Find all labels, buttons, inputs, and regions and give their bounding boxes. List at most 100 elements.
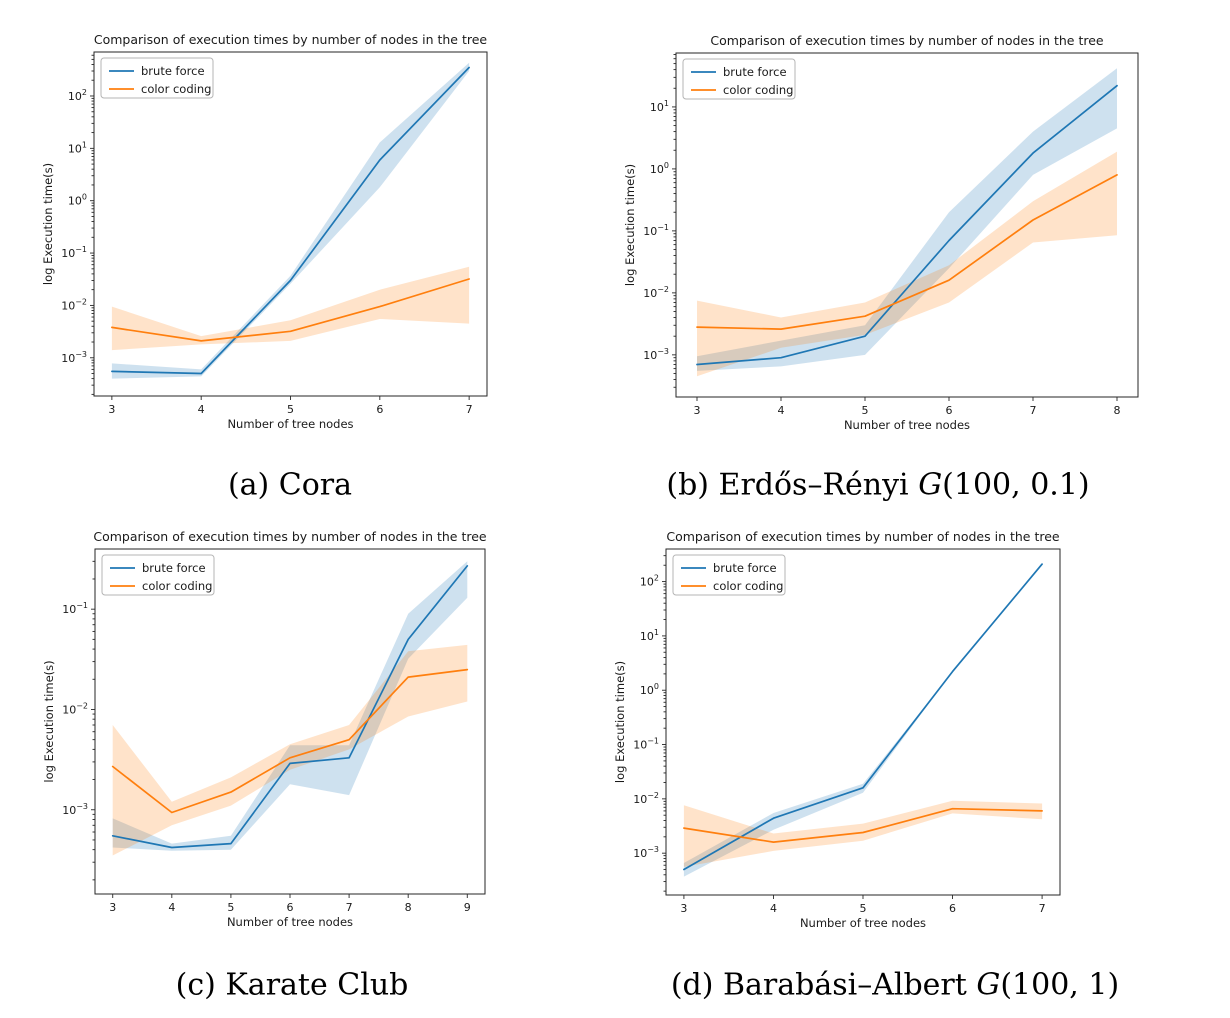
caption-text: (a) Cora (227, 467, 353, 503)
legend: brute force color coding (100, 57, 214, 99)
y-tick-label: 101 (640, 628, 659, 643)
x-axis-label: Number of tree nodes (800, 916, 926, 930)
legend-box (101, 554, 215, 596)
y-tick-label: 100 (68, 193, 87, 208)
chart-title: Comparison of execution times by number … (666, 529, 1060, 544)
x-tick-label: 3 (694, 404, 701, 417)
y-tick-label: 10−1 (643, 223, 669, 238)
y-tick-label: 10−1 (61, 245, 87, 260)
x-tick-label: 7 (466, 403, 473, 416)
legend-box (672, 554, 786, 596)
x-tick-label: 7 (346, 901, 353, 914)
caption-text: (100, 0.1) (942, 467, 1090, 503)
legend-label: brute force (141, 64, 205, 78)
y-tick-label: 100 (650, 161, 669, 176)
legend-label: color coding (723, 83, 793, 97)
x-tick-label: 5 (227, 901, 234, 914)
series-line-brute-force (111, 66, 470, 375)
y-tick-label: 101 (650, 99, 669, 114)
series-line-color-coding (683, 807, 1043, 843)
y-tick-label: 10−2 (61, 297, 87, 312)
y-tick-label: 100 (640, 682, 659, 697)
x-axis-ticks (683, 895, 1043, 899)
x-axis-ticks (696, 397, 1118, 401)
y-axis-ticks (662, 555, 666, 892)
y-tick-label: 10−3 (643, 347, 669, 362)
subfigure-barabasi-albert: 10−3 10−2 10−1 100 101 102 3 4 5 6 7 Comparison of … (615, 520, 1230, 1018)
series-band-color-coding (683, 800, 1043, 867)
legend-label: brute force (142, 561, 206, 575)
x-tick-label: 4 (168, 901, 175, 914)
y-tick-label: 10−2 (62, 701, 88, 716)
x-tick-label: 8 (405, 901, 412, 914)
legend-label: brute force (713, 561, 777, 575)
x-axis-label: Number of tree nodes (227, 915, 353, 929)
chart-title: Comparison of execution times by number … (710, 33, 1104, 48)
subfigure-cora: 10−3 10−2 10−1 100 101 102 3 4 5 6 7 Comparison of … (0, 0, 615, 520)
legend: brute force color coding (682, 58, 796, 100)
x-axis-ticks (112, 894, 468, 898)
x-tick-label: 8 (1114, 404, 1121, 417)
y-axis-ticks (91, 560, 95, 881)
caption-karate-club: (c) Karate Club (176, 968, 409, 1003)
axes-spines (675, 52, 1139, 398)
y-axis-label: log Execution time(s) (615, 661, 627, 783)
x-axis-label: Number of tree nodes (227, 417, 353, 431)
series-band-brute-force (683, 564, 1043, 877)
x-tick-label: 3 (109, 901, 116, 914)
x-tick-label: 5 (860, 902, 867, 915)
caption-text: (d) Barabási–Albert (670, 967, 977, 1003)
x-tick-label: 6 (376, 403, 383, 416)
caption-text: (c) Karate Club (175, 967, 409, 1003)
caption-text: (100, 1) (1000, 967, 1120, 1003)
y-tick-label: 102 (640, 574, 659, 589)
series-line-color-coding (696, 174, 1118, 330)
legend-label: brute force (723, 65, 787, 79)
x-tick-label: 7 (1039, 902, 1046, 915)
y-axis-label: log Execution time(s) (623, 164, 637, 286)
x-tick-label: 4 (198, 403, 205, 416)
subfigure-erdos-renyi: 10−3 10−2 10−1 100 101 3 4 5 6 7 8 Comparison of ex… (615, 0, 1230, 520)
y-tick-label: 101 (68, 140, 87, 155)
x-tick-label: 6 (949, 902, 956, 915)
series-line-brute-force (111, 565, 469, 849)
x-tick-label: 5 (862, 404, 869, 417)
x-axis-label: Number of tree nodes (844, 418, 970, 432)
legend-label: color coding (142, 579, 212, 593)
caption-text: G (976, 967, 1001, 1003)
y-tick-label: 10−3 (62, 802, 88, 817)
caption-cora: (a) Cora (228, 468, 352, 503)
caption-barabasi-albert: (d) Barabási–Albert G(100, 1) (671, 968, 1119, 1003)
series-band-color-coding (697, 151, 1117, 377)
y-axis-ticks (90, 54, 94, 395)
series-band-color-coding (111, 266, 470, 351)
legend-box (100, 57, 214, 99)
chart-karate-club: 10−3 10−2 10−1 3 4 5 6 7 8 9 Comparison of executi… (42, 529, 487, 929)
legend-label: color coding (141, 82, 211, 96)
caption-text: (b) Erdős–Rényi (666, 467, 919, 503)
legend: brute force color coding (672, 554, 786, 596)
y-axis-label: log Execution time(s) (42, 660, 56, 782)
caption-text: G (918, 467, 943, 503)
x-tick-label: 5 (287, 403, 294, 416)
x-tick-label: 6 (287, 901, 294, 914)
x-tick-label: 9 (464, 901, 471, 914)
legend-box (682, 58, 796, 100)
y-tick-label: 10−3 (633, 845, 659, 860)
y-axis-label: log Execution time(s) (41, 163, 55, 285)
x-tick-label: 3 (680, 902, 687, 915)
x-tick-label: 7 (1030, 404, 1037, 417)
x-tick-label: 4 (770, 902, 777, 915)
chart-title: Comparison of execution times by number … (93, 529, 487, 544)
series-line-color-coding (111, 668, 469, 814)
subfigure-karate-club: 10−3 10−2 10−1 3 4 5 6 7 8 9 Comparison of executi… (0, 520, 615, 1018)
y-tick-label: 102 (68, 88, 87, 103)
series-line-brute-force (696, 84, 1118, 366)
x-tick-label: 6 (946, 404, 953, 417)
y-tick-label: 10−2 (633, 791, 659, 806)
chart-barabasi-albert: 10−3 10−2 10−1 100 101 102 3 4 5 6 7 Comparison of … (615, 529, 1061, 930)
x-tick-label: 4 (778, 404, 785, 417)
x-tick-label: 3 (108, 403, 115, 416)
legend-label: color coding (713, 579, 783, 593)
chart-title: Comparison of execution times by number … (94, 32, 488, 47)
